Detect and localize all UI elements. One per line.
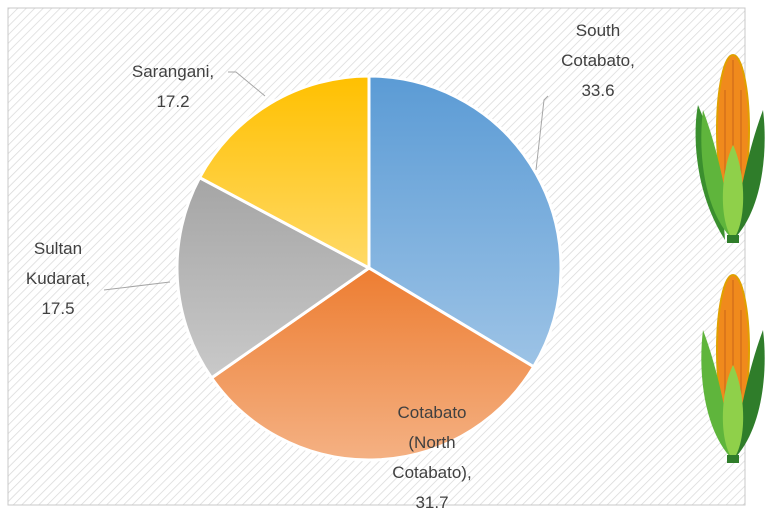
data-label: South Cotabato, 33.6 (543, 16, 653, 106)
page: South Cotabato, 33.6 Cotabato (North Cotab… (0, 0, 768, 513)
data-label: Cotabato (North Cotabato), 31.7 (382, 398, 482, 518)
value-label: 33.6 (581, 81, 614, 100)
label-separator: , (85, 269, 90, 288)
value-label: 17.2 (156, 92, 189, 111)
category-name: Sarangani (132, 62, 210, 81)
value-label: 31.7 (415, 493, 448, 512)
label-separator: , (467, 463, 472, 482)
category-name: Cotabato (North Cotabato) (392, 403, 467, 482)
category-name: South Cotabato (561, 21, 630, 70)
data-label: Sultan Kudarat, 17.5 (3, 234, 113, 324)
label-separator: , (209, 62, 214, 81)
value-label: 17.5 (41, 299, 74, 318)
category-name: Sultan Kudarat (26, 239, 86, 288)
data-label: Sarangani, 17.2 (108, 57, 238, 117)
label-separator: , (630, 51, 635, 70)
